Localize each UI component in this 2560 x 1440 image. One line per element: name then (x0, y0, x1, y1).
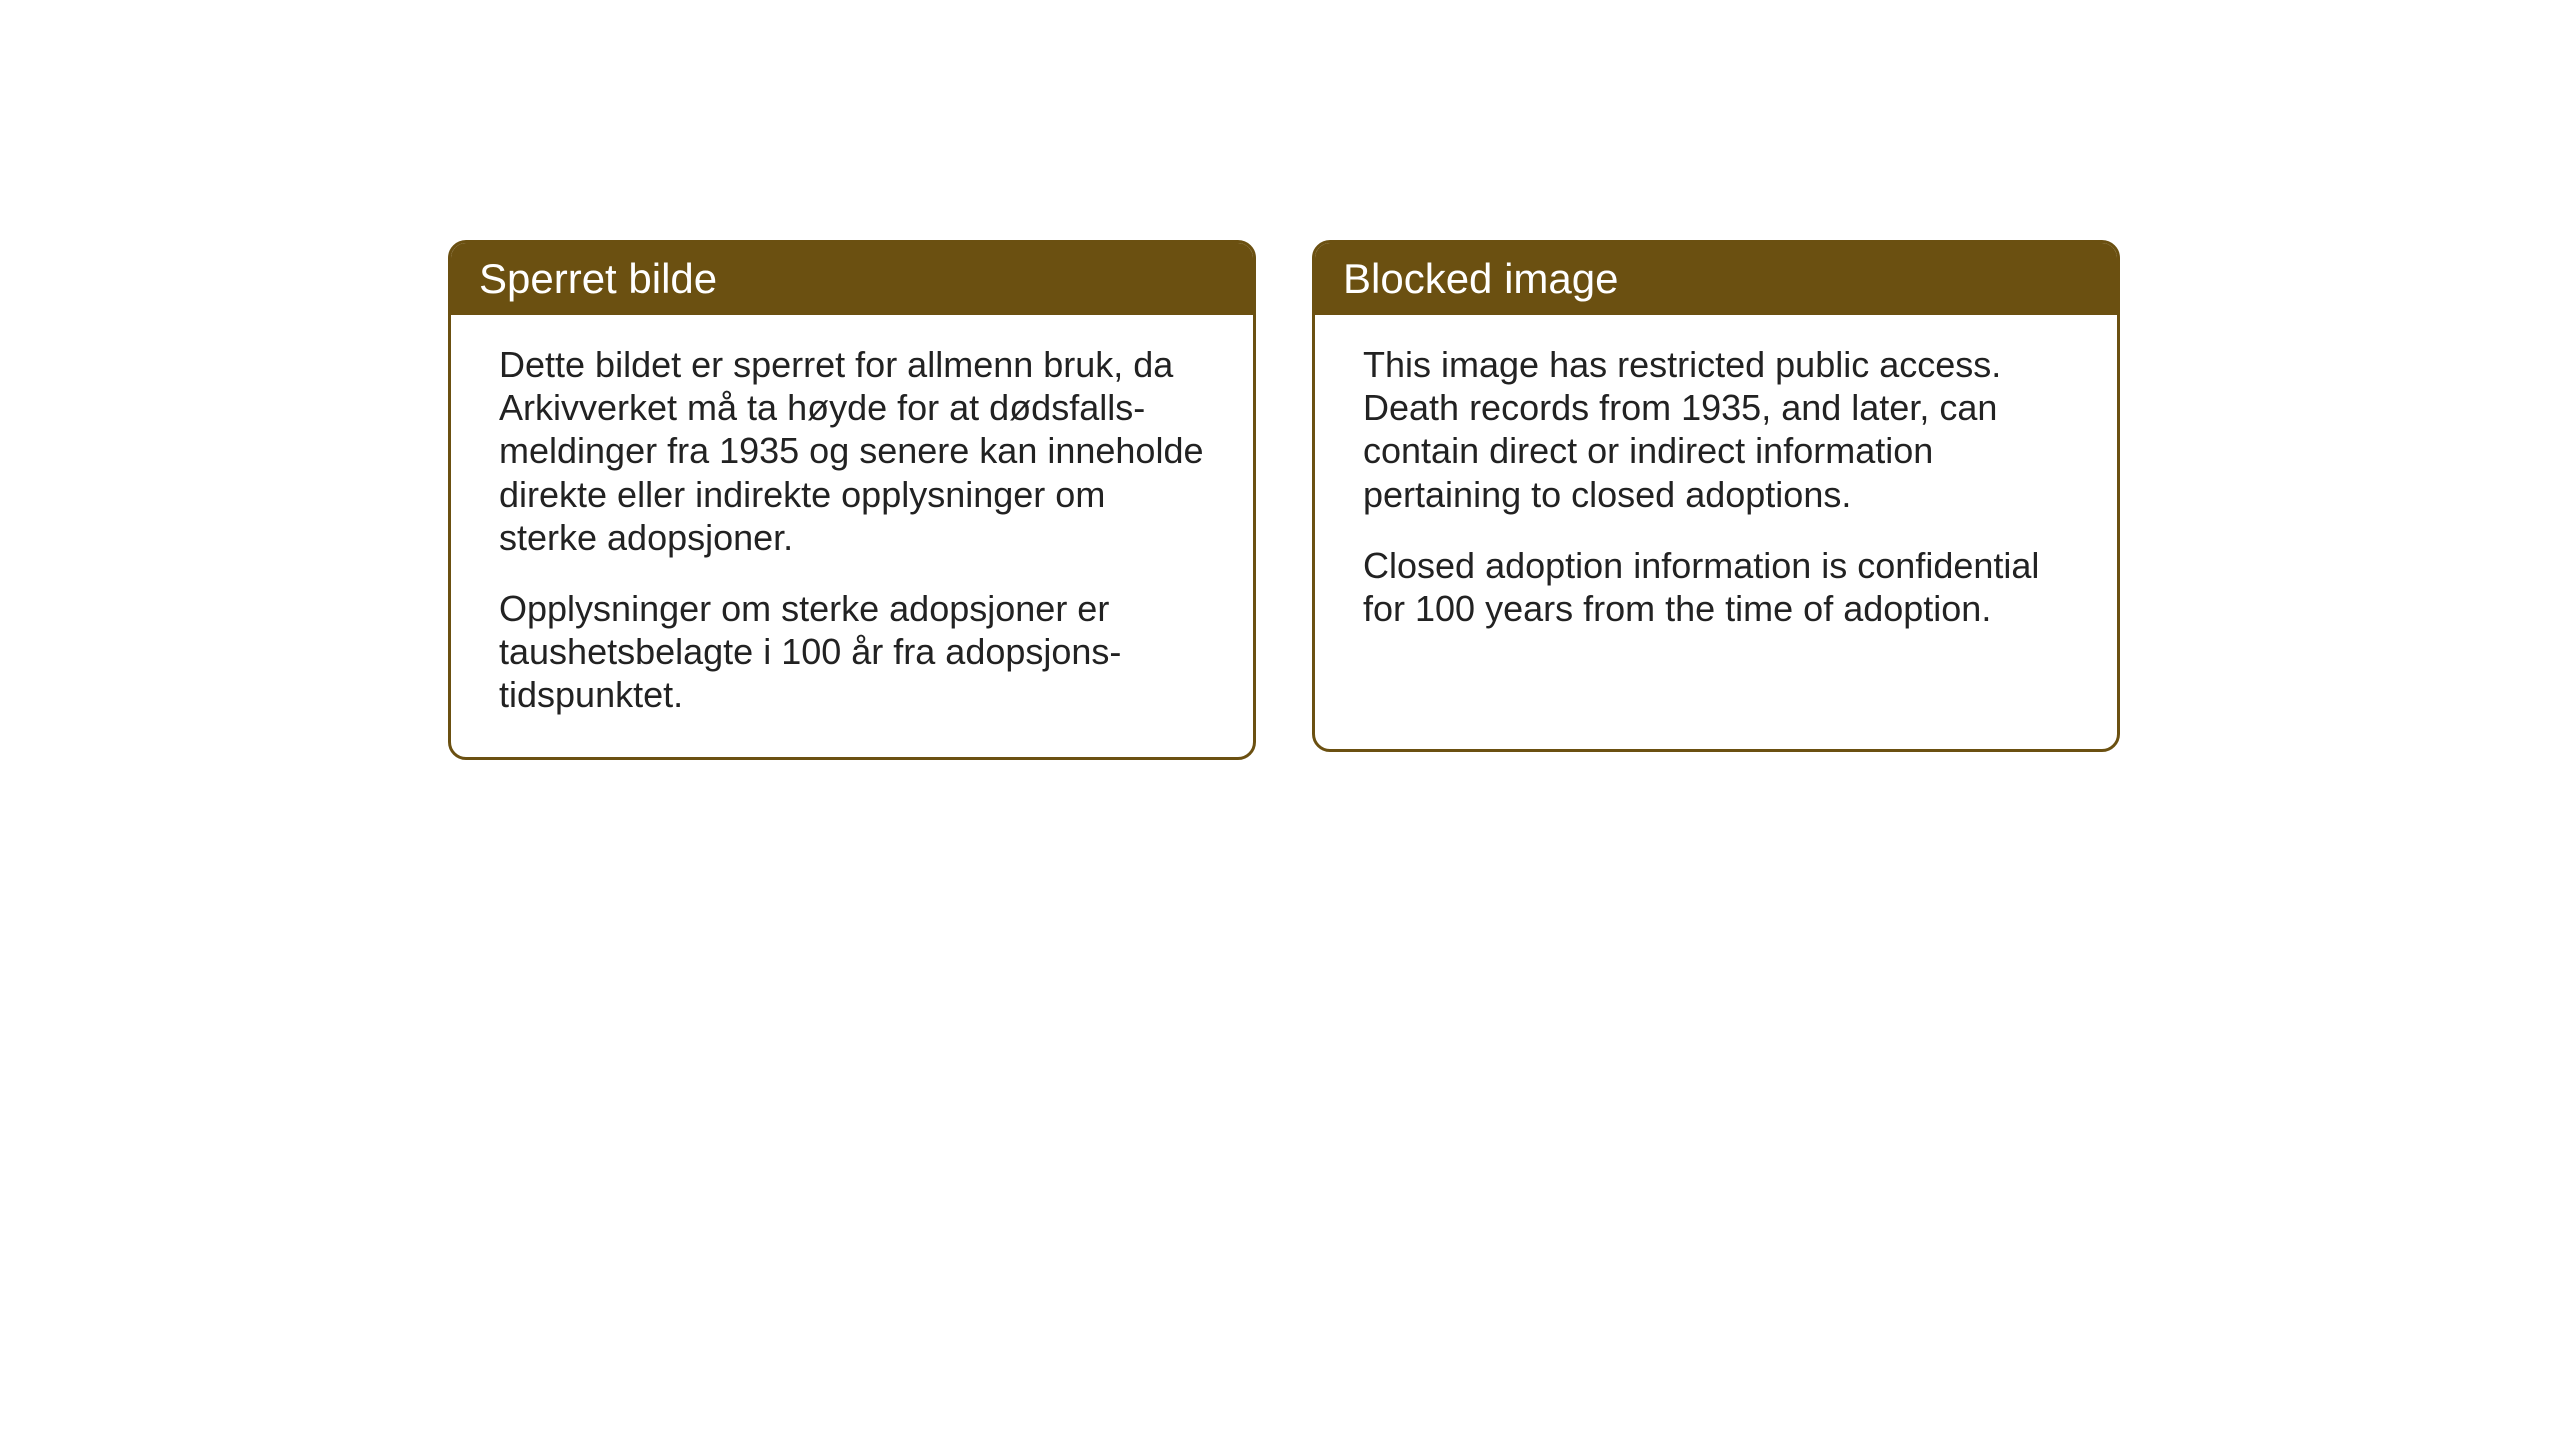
card-paragraph-1-english: This image has restricted public access.… (1363, 343, 2069, 516)
notice-container: Sperret bilde Dette bildet er sperret fo… (448, 240, 2120, 760)
card-paragraph-2-english: Closed adoption information is confident… (1363, 544, 2069, 630)
card-body-norwegian: Dette bildet er sperret for allmenn bruk… (451, 315, 1253, 757)
card-header-norwegian: Sperret bilde (451, 243, 1253, 315)
card-paragraph-2-norwegian: Opplysninger om sterke adopsjoner er tau… (499, 587, 1205, 717)
notice-card-english: Blocked image This image has restricted … (1312, 240, 2120, 752)
notice-card-norwegian: Sperret bilde Dette bildet er sperret fo… (448, 240, 1256, 760)
card-header-english: Blocked image (1315, 243, 2117, 315)
card-title-english: Blocked image (1343, 255, 1618, 302)
card-paragraph-1-norwegian: Dette bildet er sperret for allmenn bruk… (499, 343, 1205, 559)
card-body-english: This image has restricted public access.… (1315, 315, 2117, 670)
card-title-norwegian: Sperret bilde (479, 255, 717, 302)
